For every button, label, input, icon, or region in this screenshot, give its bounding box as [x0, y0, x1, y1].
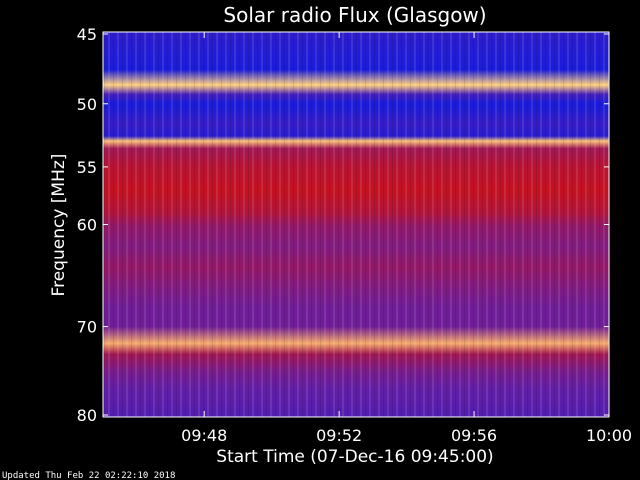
heatmap-area	[103, 32, 609, 417]
y-tick-label-50: 50	[77, 95, 97, 114]
heatmap-texture	[103, 32, 609, 417]
y-tick-label-45: 45	[77, 25, 97, 44]
y-tick-label-55: 55	[77, 158, 97, 177]
x-axis: 09:48 09:52 09:56 10:00	[181, 32, 632, 445]
y-tick-label-70: 70	[77, 318, 97, 337]
y-tick-label-60: 60	[77, 216, 97, 235]
y-axis-label: Frequency [MHz]	[49, 154, 69, 297]
updated-timestamp: Updated Thu Feb 22 02:22:10 2018	[2, 471, 175, 480]
x-tick-label-0956: 09:56	[451, 426, 497, 445]
x-tick-label-1000: 10:00	[586, 426, 632, 445]
x-tick-label-0948: 09:48	[181, 426, 227, 445]
x-axis-label: Start Time (07-Dec-16 09:45:00)	[216, 447, 493, 467]
y-axis: 45 50 55 60 70 80	[77, 25, 609, 425]
y-tick-label-80: 80	[77, 406, 97, 425]
chart-title: Solar radio Flux (Glasgow)	[223, 3, 486, 27]
x-tick-label-0952: 09:52	[316, 426, 362, 445]
